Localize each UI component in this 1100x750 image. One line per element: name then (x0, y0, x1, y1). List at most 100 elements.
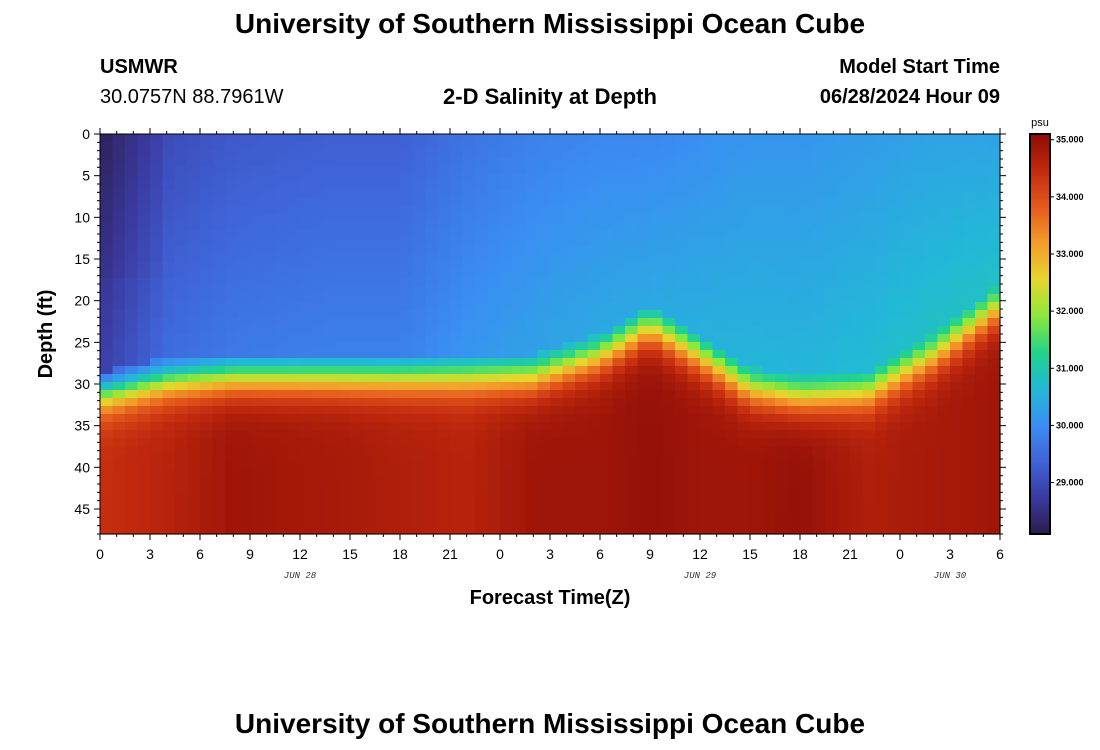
heatmap-cell (987, 254, 1001, 263)
heatmap-cell (362, 446, 376, 455)
heatmap-cell (587, 518, 601, 527)
heatmap-cell (875, 470, 889, 479)
heatmap-cell (387, 422, 401, 431)
heatmap-cell (575, 366, 589, 375)
heatmap-cell (487, 190, 501, 199)
heatmap-cell (925, 302, 939, 311)
heatmap-cell (762, 342, 776, 351)
heatmap-cell (537, 166, 551, 175)
heatmap-cell (800, 286, 814, 295)
heatmap-cell (500, 518, 514, 527)
heatmap-cell (637, 174, 651, 183)
heatmap-cell (900, 414, 914, 423)
heatmap-cell (900, 318, 914, 327)
heatmap-cell (225, 230, 239, 239)
heatmap-cell (350, 526, 364, 535)
heatmap-cell (612, 334, 626, 343)
heatmap-cell (262, 438, 276, 447)
heatmap-cell (187, 510, 201, 519)
heatmap-cell (562, 166, 576, 175)
heatmap-cell (587, 174, 601, 183)
heatmap-cell (887, 462, 901, 471)
heatmap-cell (812, 438, 826, 447)
heatmap-cell (387, 502, 401, 511)
heatmap-cell (675, 278, 689, 287)
heatmap-cell (937, 470, 951, 479)
heatmap-cell (625, 262, 639, 271)
heatmap-cell (987, 294, 1001, 303)
heatmap-cell (400, 254, 414, 263)
heatmap-cell (212, 374, 226, 383)
heatmap-cell (837, 310, 851, 319)
heatmap-cell (125, 390, 139, 399)
heatmap-cell (437, 438, 451, 447)
heatmap-cell (575, 286, 589, 295)
heatmap-cell (637, 470, 651, 479)
heatmap-cell (925, 278, 939, 287)
heatmap-cell (825, 230, 839, 239)
heatmap-cell (887, 486, 901, 495)
heatmap-cell (225, 350, 239, 359)
heatmap-cell (112, 502, 126, 511)
heatmap-cell (237, 166, 251, 175)
heatmap-cell (700, 166, 714, 175)
heatmap-cell (662, 518, 676, 527)
heatmap-cell (137, 446, 151, 455)
heatmap-cell (875, 270, 889, 279)
heatmap-cell (775, 270, 789, 279)
heatmap-cell (312, 150, 326, 159)
heatmap-cell (412, 518, 426, 527)
heatmap-cell (300, 406, 314, 415)
heatmap-cell (962, 326, 976, 335)
heatmap-cell (812, 214, 826, 223)
heatmap-cell (325, 478, 339, 487)
heatmap-cell (237, 310, 251, 319)
heatmap-cell (412, 142, 426, 151)
heatmap-cell (675, 462, 689, 471)
heatmap-cell (400, 174, 414, 183)
heatmap-cell (225, 166, 239, 175)
heatmap-cell (600, 518, 614, 527)
heatmap-cell (712, 342, 726, 351)
heatmap-cell (937, 270, 951, 279)
heatmap-cell (275, 270, 289, 279)
heatmap-cell (362, 270, 376, 279)
heatmap-cell (525, 326, 539, 335)
heatmap-cell (875, 238, 889, 247)
heatmap-cell (750, 510, 764, 519)
heatmap-cell (700, 430, 714, 439)
heatmap-cell (625, 526, 639, 535)
heatmap-cell (312, 486, 326, 495)
heatmap-cell (787, 302, 801, 311)
heatmap-cell (625, 334, 639, 343)
heatmap-cell (987, 470, 1001, 479)
heatmap-cell (250, 414, 264, 423)
heatmap-cell (600, 302, 614, 311)
heatmap-cell (825, 254, 839, 263)
heatmap-cell (312, 518, 326, 527)
heatmap-cell (862, 318, 876, 327)
heatmap-cell (612, 198, 626, 207)
heatmap-cell (975, 150, 989, 159)
heatmap-cell (125, 254, 139, 263)
x-tick-label: 21 (842, 546, 858, 562)
heatmap-cell (350, 414, 364, 423)
heatmap-cell (237, 278, 251, 287)
heatmap-cell (675, 302, 689, 311)
heatmap-cell (675, 414, 689, 423)
x-tick-label: 3 (946, 546, 954, 562)
heatmap-cell (900, 262, 914, 271)
heatmap-cell (262, 470, 276, 479)
heatmap-cell (150, 150, 164, 159)
heatmap-cell (600, 206, 614, 215)
heatmap-cell (925, 198, 939, 207)
heatmap-cell (525, 174, 539, 183)
heatmap-cell (412, 382, 426, 391)
heatmap-cell (712, 150, 726, 159)
heatmap-cell (525, 470, 539, 479)
heatmap-cell (675, 454, 689, 463)
heatmap-cell (625, 294, 639, 303)
heatmap-cell (425, 302, 439, 311)
heatmap-cell (475, 494, 489, 503)
heatmap-cell (862, 486, 876, 495)
